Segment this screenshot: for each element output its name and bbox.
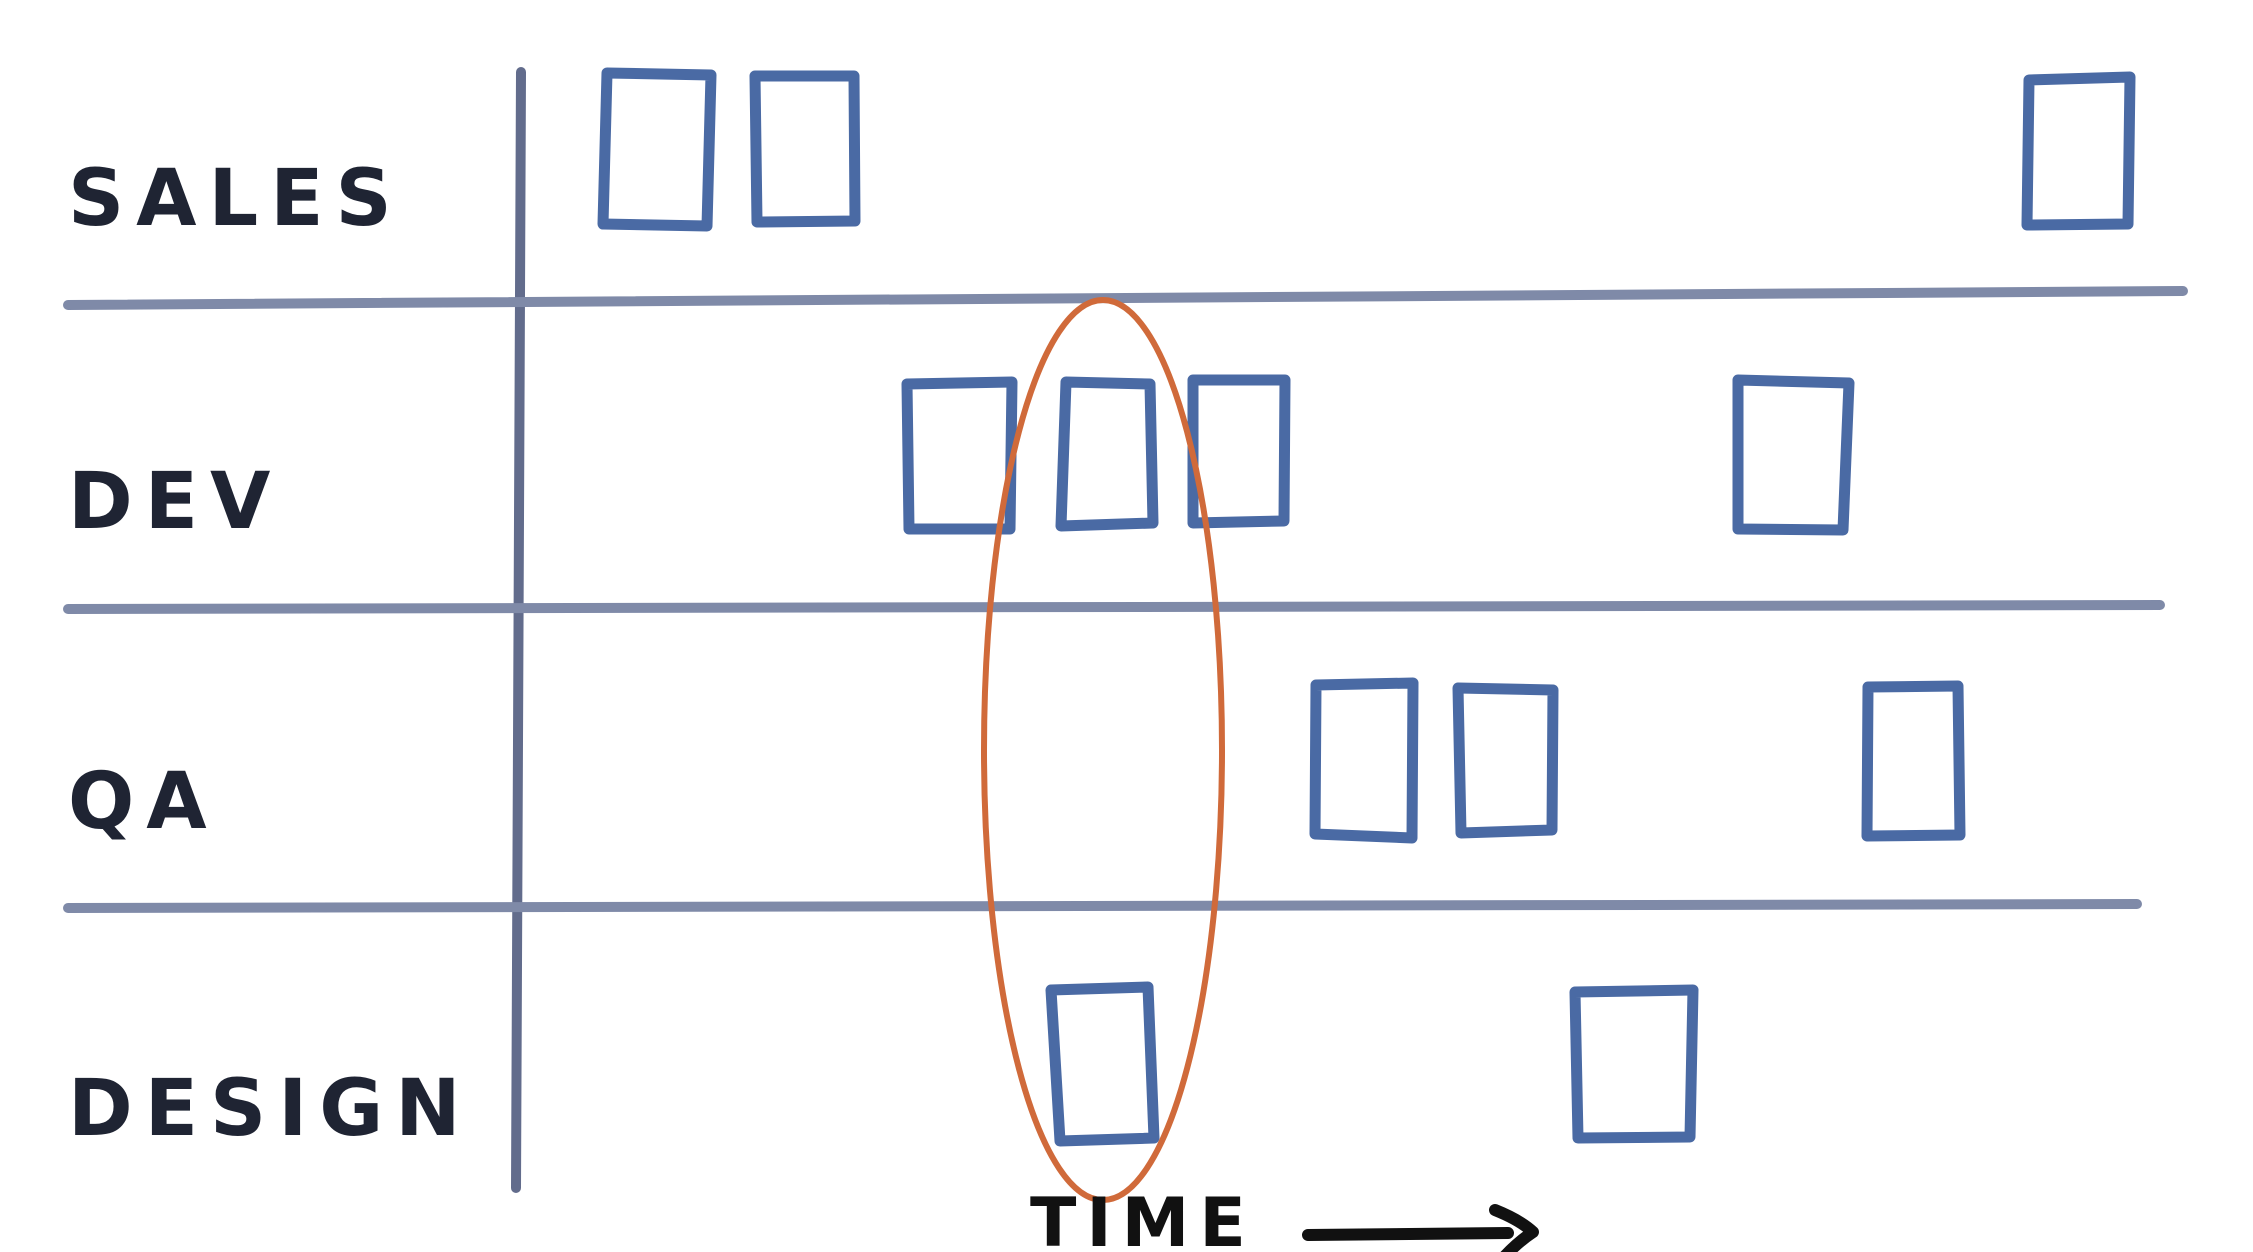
lane-label-dev: DEV — [68, 457, 282, 547]
lane-label-design: DESIGN — [68, 1064, 473, 1154]
task-card — [901, 376, 1018, 535]
lane-label-sales: SALES — [68, 154, 404, 244]
task-card — [1309, 677, 1419, 844]
task-card — [597, 67, 717, 232]
task-card — [1452, 682, 1559, 839]
time-axis-label: TIME — [1030, 1184, 1256, 1252]
task-card — [1569, 984, 1699, 1144]
vertical-axis-line — [511, 67, 526, 1193]
highlight-ellipse — [981, 297, 1225, 1203]
lane-divider-1 — [63, 286, 2188, 310]
task-card — [1055, 376, 1159, 532]
task-card — [1045, 981, 1160, 1147]
task-card — [1732, 374, 1855, 536]
task-card — [749, 70, 861, 228]
lane-label-qa: QA — [68, 757, 219, 847]
task-card — [2021, 71, 2136, 231]
time-arrow-icon — [1302, 1204, 1539, 1252]
lane-divider-2 — [63, 600, 2165, 614]
task-card — [1187, 374, 1291, 529]
task-card — [1861, 680, 1966, 842]
lane-divider-3 — [63, 899, 2142, 913]
